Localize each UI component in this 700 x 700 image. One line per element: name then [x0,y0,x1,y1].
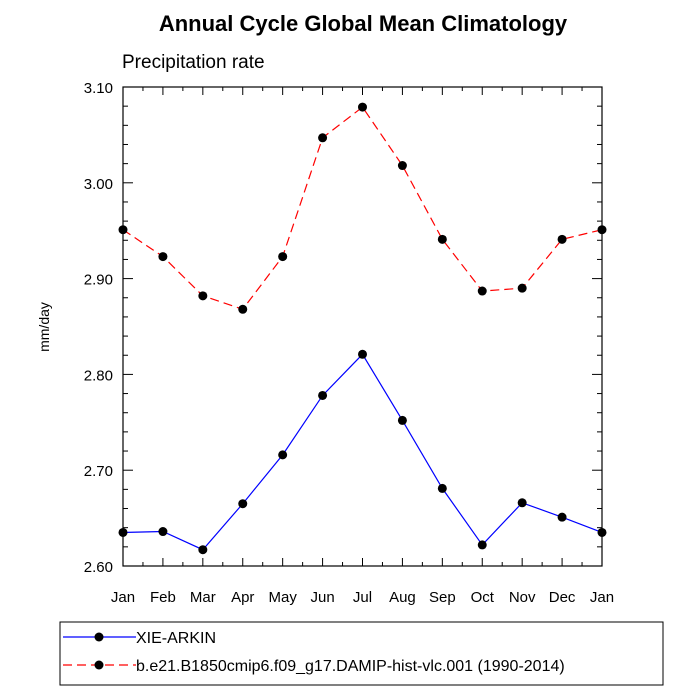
x-tick-label: Jan [111,589,135,606]
x-tick-label: Apr [231,589,254,606]
series-1-point [198,545,208,555]
series-1-point [278,450,288,460]
x-tick-label: Feb [150,589,176,606]
series-line-1 [122,353,603,551]
series-1-point [397,415,407,425]
series-2-point [118,225,128,235]
series-1-point [477,540,487,550]
series-2-point [238,304,248,314]
y-tick-label: 2.60 [84,559,113,576]
y-axis-label: mm/day [36,302,52,352]
x-tick-label: Jun [310,589,334,606]
x-tick-label: May [268,589,297,606]
axis-ticks: Jan Feb Mar Apr May Jun Jul Aug Sep Oct Nov Dec Jan 2… [84,80,614,606]
series-2-point [358,102,367,112]
y-tick-label: 3.10 [84,80,113,97]
legend-label-1: XIE-ARKIN [136,630,216,647]
series-2-point [198,291,208,301]
x-tick-label: Mar [190,589,216,606]
series-2-point [318,133,328,143]
series-1-point [238,499,248,509]
y-tick-label: 2.80 [84,367,113,384]
y-tick-label: 3.00 [84,176,113,193]
series-2-point [278,252,288,262]
legend-marker-1 [94,632,104,642]
y-tick-label: 2.70 [84,463,113,480]
series-2-point [517,283,527,293]
legend-box [59,621,664,686]
x-tick-label: Sep [429,589,456,606]
chart-subtitle: Precipitation rate [122,52,265,73]
series-2-point [397,161,407,171]
plot-frame [122,86,603,567]
x-tick-label: Nov [509,589,536,606]
x-tick-label: Jul [353,589,372,606]
series-1-point [557,512,567,522]
series-1-point [358,349,367,359]
x-tick-label: Dec [549,589,576,606]
legend-label-2: b.e21.B1850cmip6.f09_g17.DAMIP-hist-vlc.… [136,658,565,675]
series-1-point [517,498,527,508]
series-2-point [437,234,447,244]
series-1-point [437,483,447,493]
series-1-point [318,390,328,400]
series-1-point [158,527,168,537]
series-2-point [158,252,168,262]
series-2-point [477,286,487,296]
x-tick-label: Oct [471,589,495,606]
x-tick-label: Aug [389,589,416,606]
series-2-point [557,234,567,244]
y-tick-label: 2.90 [84,272,113,289]
series-1-point [118,527,128,537]
chart-title: Annual Cycle Global Mean Climatology [159,11,568,36]
series-2-point [597,225,607,235]
legend: XIE-ARKIN b.e21.B1850cmip6.f09_g17.DAMIP-… [59,621,664,686]
series-1-point [597,527,607,537]
series-layer [118,102,607,555]
legend-marker-2 [94,660,104,670]
x-tick-label: Jan [590,589,614,606]
series-line-2 [122,106,603,310]
